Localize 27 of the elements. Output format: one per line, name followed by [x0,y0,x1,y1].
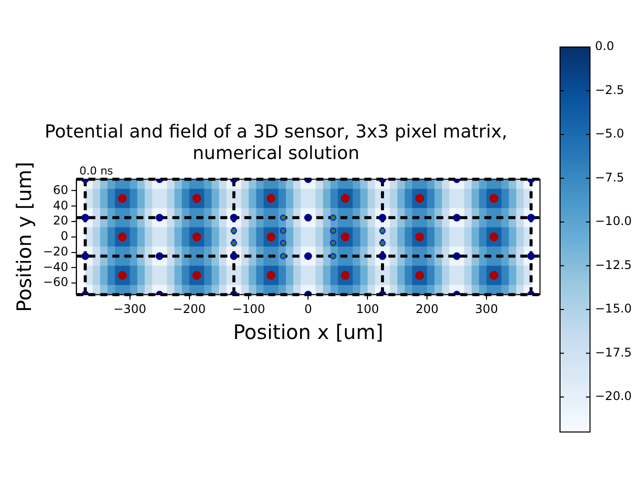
color-bar-label: −2.5 [595,82,624,97]
color-bar-label: −10.0 [595,214,632,228]
color-bar-label: −15.0 [595,302,632,316]
color-bar-label: 0.0 [595,39,614,54]
color-bar-label: −20.0 [595,389,632,404]
x-tick-label: −200 [172,302,206,316]
y-tick-label: 20 [53,214,68,228]
x-tick-label: 100 [356,302,380,316]
y-tick-label: −60 [42,275,68,290]
text: 0.0 ns [79,164,114,178]
y-tick-label: 0 [60,229,68,244]
y-axis-title: Position y [um] [12,162,36,312]
x-tick-label: 200 [416,302,439,316]
color-bar-label: −17.5 [595,345,632,360]
x-tick-label: 300 [475,302,498,316]
color-bar-label: −5.0 [595,126,624,141]
y-tick-label: 60 [53,182,68,197]
y-tick-label: −40 [42,260,68,274]
y-tick-label: −20 [42,244,68,258]
x-tick-label: −300 [113,302,146,316]
x-axis-title: Position x [um] [233,320,384,344]
x-tick-label: −100 [232,302,266,316]
color-bar-label: −7.5 [595,170,624,184]
chart-title: Potential and field of a 3D sensor, 3x3 pixel matrix, numerical solution [44,121,508,164]
x-tick-label: 0 [304,302,312,316]
color-bar-label: −12.5 [595,258,632,272]
y-tick-label: 40 [53,198,68,212]
